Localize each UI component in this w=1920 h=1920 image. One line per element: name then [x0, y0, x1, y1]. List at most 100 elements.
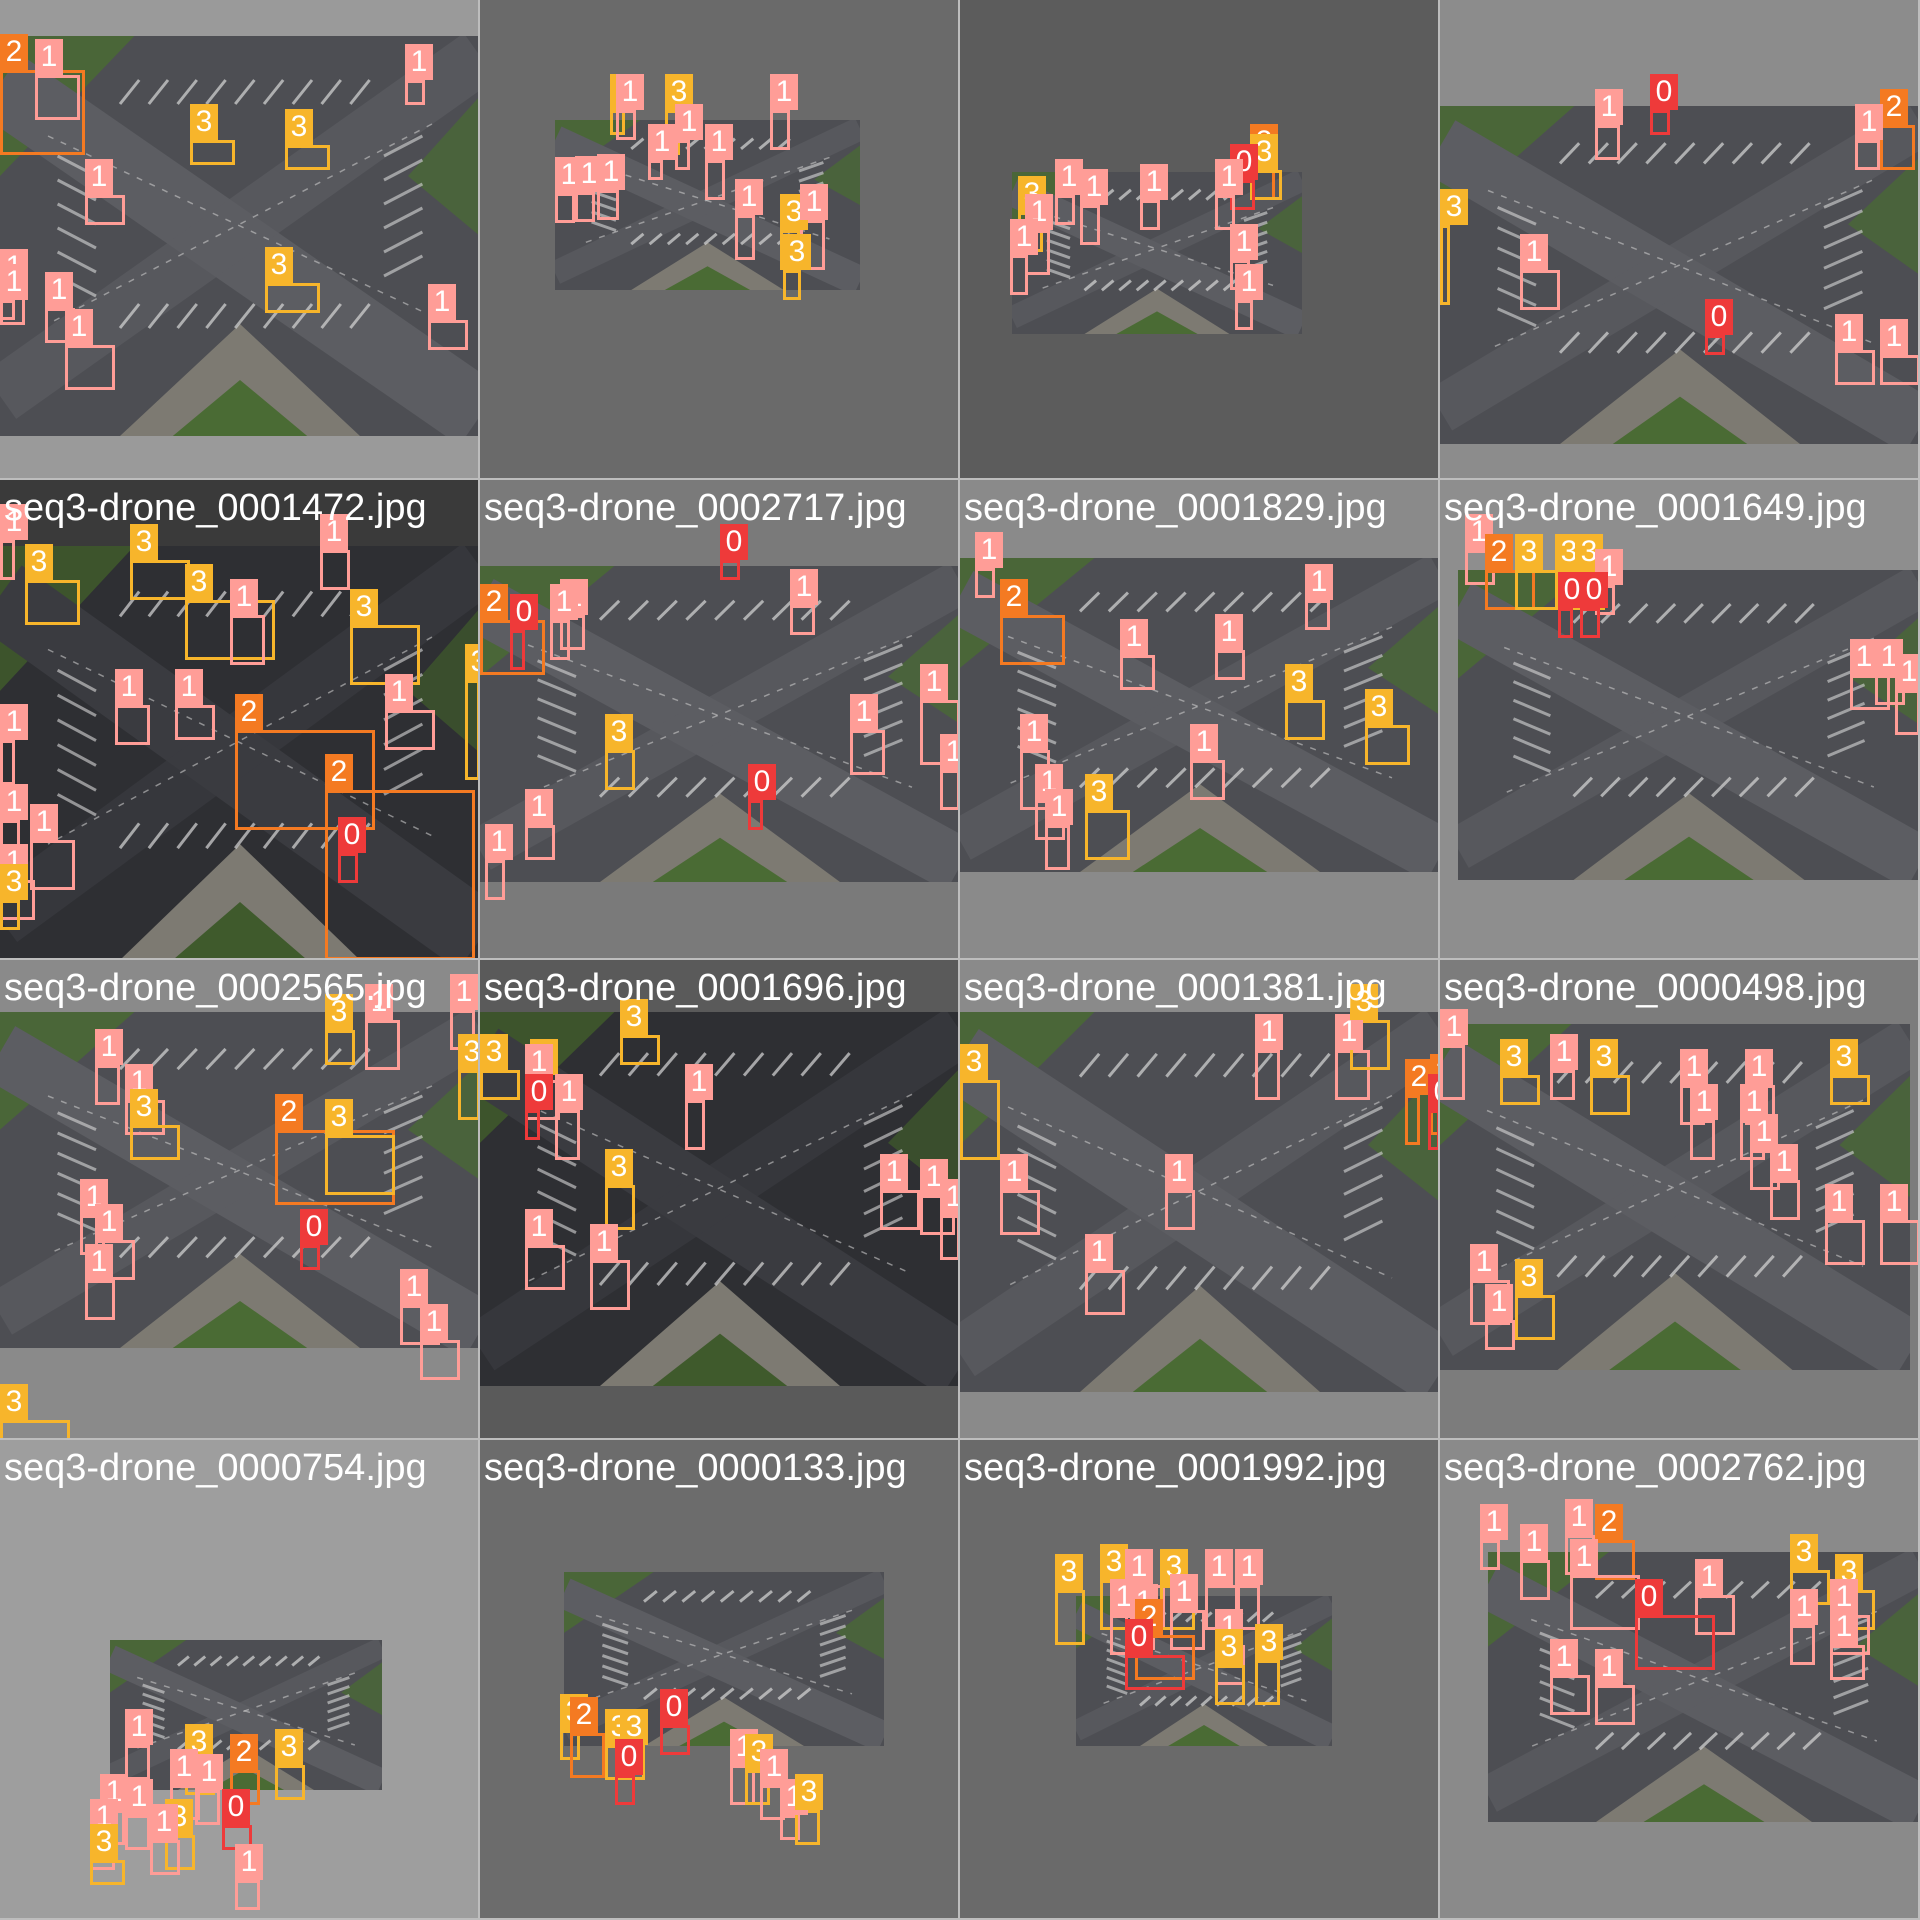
- detection-box: [735, 215, 755, 260]
- detection-box: [0, 740, 15, 785]
- class-label: 0: [300, 1209, 328, 1245]
- class-label: 3: [1515, 534, 1543, 570]
- class-label: 1: [385, 674, 413, 710]
- detection-box: [920, 700, 958, 765]
- class-label: 2: [1000, 579, 1028, 615]
- class-label: 3: [1365, 689, 1393, 725]
- detection-box: [85, 1280, 115, 1320]
- class-label: 1: [1305, 564, 1333, 600]
- class-label: 0: [222, 1789, 250, 1825]
- detection-box: [590, 1260, 630, 1310]
- detection-box: [285, 145, 330, 170]
- detection-box: [365, 1020, 400, 1070]
- class-label: 1: [1790, 1589, 1818, 1625]
- class-label: 1: [940, 734, 958, 770]
- class-label: 3: [795, 1774, 823, 1810]
- class-label: 3: [1350, 984, 1378, 1020]
- detection-box: [1080, 205, 1100, 245]
- detection-box: [115, 705, 150, 745]
- class-label: 1: [95, 1204, 123, 1240]
- class-label: 1: [975, 532, 1003, 568]
- mosaic-tile: 311111230111: [960, 0, 1440, 480]
- class-label: 1: [1470, 1244, 1498, 1280]
- detection-box: [1000, 615, 1065, 665]
- drone-frame-image: [0, 1012, 478, 1348]
- class-label: 1: [1550, 1034, 1578, 1070]
- detection-box: [1045, 825, 1070, 870]
- mosaic-tile: seq3-drone_0001381.jpg1312203111: [960, 960, 1440, 1440]
- detection-box: [1515, 1295, 1555, 1340]
- detection-box: [275, 1765, 305, 1800]
- detection-box: [30, 840, 75, 890]
- class-label: 1: [195, 1754, 223, 1790]
- detection-box: [685, 1100, 705, 1150]
- class-label: 3: [1790, 1534, 1818, 1570]
- class-label: 2: [230, 1734, 258, 1770]
- class-label: 1: [1750, 1114, 1778, 1150]
- detection-box: [570, 1733, 605, 1778]
- class-label: 3: [960, 1044, 988, 1080]
- detection-box: [550, 620, 570, 660]
- class-label: 2: [1430, 1054, 1438, 1090]
- class-label: 1: [80, 1179, 108, 1215]
- class-label: 1: [125, 1709, 153, 1745]
- detection-box: [880, 1190, 920, 1230]
- class-label: 1: [1010, 219, 1038, 255]
- class-label: 1: [1020, 714, 1048, 750]
- detection-box: [720, 560, 740, 580]
- class-label: 1: [0, 704, 28, 740]
- class-label: 3: [190, 104, 218, 140]
- class-label: 3: [0, 864, 28, 900]
- class-label: 1: [940, 1179, 958, 1215]
- detection-box: [1520, 270, 1560, 310]
- class-label: 1: [705, 124, 733, 160]
- class-label: 1: [1165, 1154, 1193, 1190]
- class-label: 1: [1740, 1084, 1768, 1120]
- detection-box: [1405, 1095, 1420, 1145]
- detection-box: [1055, 195, 1075, 225]
- mosaic-tile: seq3-drone_0000754.jpg 1 3 2 3 1 1 1 1 0 1 3 3 1 1: [0, 1440, 480, 1920]
- detection-box: [1500, 1075, 1540, 1105]
- class-label: 0: [510, 594, 538, 630]
- detection-box: [1855, 140, 1880, 170]
- class-label: 3: [620, 999, 648, 1035]
- detection-box: [428, 320, 468, 350]
- class-label: 1: [1080, 169, 1108, 205]
- class-label: 1: [920, 664, 948, 700]
- class-label: 3: [25, 544, 53, 580]
- detection-box: [705, 160, 725, 200]
- detection-box: [660, 1725, 690, 1755]
- class-label: 1: [1235, 264, 1263, 300]
- class-label: 1: [790, 569, 818, 605]
- detection-box: [1770, 1180, 1800, 1220]
- class-label: 1: [1830, 1579, 1858, 1615]
- class-label: 1: [1215, 159, 1243, 195]
- detection-box: [1580, 608, 1600, 638]
- detection-box: [620, 1035, 660, 1065]
- detection-box: [65, 345, 115, 390]
- class-label: 2: [480, 584, 508, 620]
- class-label: 1: [1520, 1524, 1548, 1560]
- detection-box: [1790, 1625, 1815, 1665]
- detection-box: [1120, 655, 1155, 690]
- drone-frame-image: [1440, 106, 1918, 444]
- class-label: 3: [325, 994, 353, 1030]
- detection-box: [730, 1765, 755, 1805]
- class-label: 3: [130, 524, 158, 560]
- mosaic-tile: seq3-drone_0001472.jpg133311311121321110…: [0, 480, 480, 960]
- detection-box: [465, 680, 478, 780]
- class-label: 1: [1440, 1009, 1468, 1045]
- detection-box: [783, 270, 801, 300]
- frame-filename: seq3-drone_0000754.jpg: [4, 1447, 427, 1489]
- class-label: 1: [525, 1209, 553, 1245]
- class-label: 0: [660, 1689, 688, 1725]
- mosaic-tile: seq3-drone_0001649.jpg 1 2 3 3 3 1 0 0 1 1 1: [1440, 480, 1920, 960]
- class-label: 1: [1690, 1084, 1718, 1120]
- class-label: 3: [465, 644, 478, 680]
- detection-box: [1650, 110, 1670, 135]
- detection-box: [1595, 125, 1620, 160]
- frame-filename: seq3-drone_0001992.jpg: [964, 1447, 1387, 1489]
- detection-box: [130, 1125, 180, 1160]
- detection-box: [795, 1810, 820, 1845]
